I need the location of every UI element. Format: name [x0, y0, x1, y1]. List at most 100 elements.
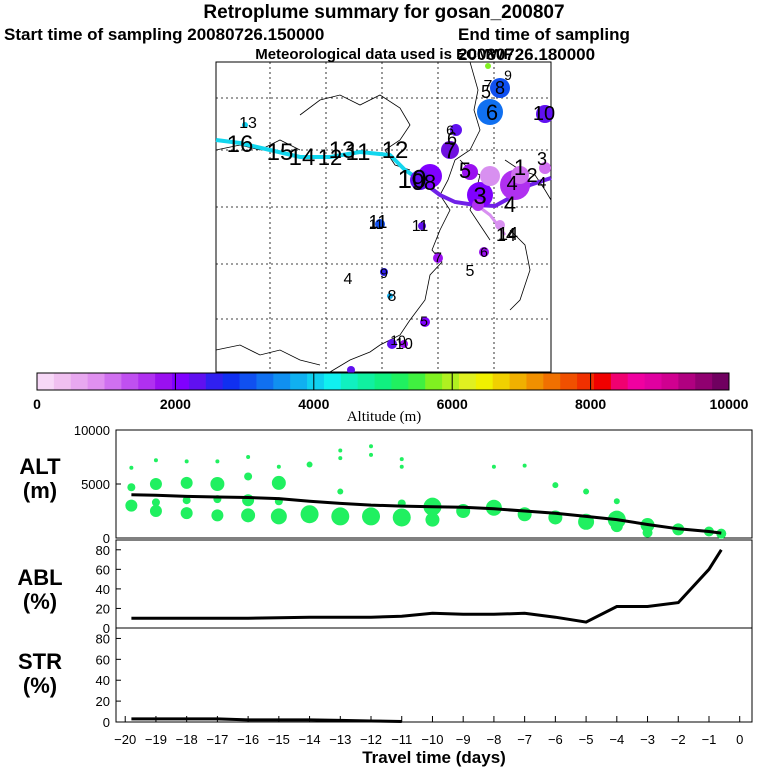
plume-centroid	[441, 141, 459, 159]
colorbar-segment	[307, 373, 325, 390]
day-label: 4	[344, 271, 353, 288]
day-label: 4	[504, 192, 516, 217]
day-label: 16	[227, 131, 254, 158]
colorbar-label: Altitude (m)	[346, 409, 422, 425]
altitude-point	[306, 461, 313, 468]
altitude-point	[180, 507, 193, 520]
x-axis-title: Travel time (days)	[362, 748, 506, 767]
day-label: 9	[411, 169, 424, 196]
abl-label: ABL	[17, 565, 63, 590]
y-tick-label: 60	[96, 652, 110, 667]
colorbar-segment	[104, 373, 122, 390]
day-label: 13	[239, 115, 257, 132]
plume-centroid	[480, 166, 500, 186]
y-tick-label: 40	[96, 673, 110, 688]
altitude-point	[129, 465, 134, 470]
day-label: 10	[398, 164, 427, 194]
plume-centroid	[511, 166, 529, 184]
plume-centroid	[387, 339, 397, 349]
coastline	[215, 344, 321, 366]
colorbar-segment	[526, 373, 544, 390]
y-tick-label: 80	[96, 543, 110, 558]
altitude-point	[642, 527, 653, 538]
colorbar-segment	[509, 373, 527, 390]
altitude-point	[125, 499, 138, 512]
colorbar-segment	[188, 373, 207, 390]
altitude-point	[184, 459, 189, 464]
x-tick-label: −3	[640, 732, 655, 747]
day-label: 2	[526, 165, 537, 187]
day-label: 10	[395, 336, 413, 353]
colorbar-segment	[391, 373, 409, 390]
plume-centroid	[472, 199, 484, 211]
str-line	[131, 717, 402, 723]
day-label: 5	[481, 82, 491, 102]
altitude-point	[583, 488, 590, 495]
x-tick-label: 0	[736, 732, 743, 747]
day-label: 9	[504, 67, 512, 83]
colorbar-segment	[543, 373, 561, 390]
day-label: 1	[514, 155, 526, 180]
day-label: 12	[318, 145, 342, 170]
altitude-point	[369, 452, 374, 457]
colorbar-segment	[610, 373, 629, 390]
altitude-point	[246, 455, 251, 459]
colorbar-segment	[121, 373, 139, 390]
x-tick-label: −13	[329, 732, 351, 747]
day-label: 8	[388, 288, 397, 305]
y-tick-label: 60	[96, 562, 110, 577]
plume-centroid	[347, 366, 355, 374]
day-label: 3	[473, 183, 486, 210]
colorbar-tick-label: 10000	[710, 396, 749, 412]
day-label: 9	[380, 265, 388, 281]
x-tick-label: −16	[237, 732, 259, 747]
day-label: 5	[420, 313, 428, 329]
colorbar-tick-label: 2000	[160, 396, 191, 412]
plume-centroid	[462, 164, 478, 180]
colorbar-segment	[627, 373, 646, 390]
x-tick-label: −19	[145, 732, 167, 747]
day-label: 4	[538, 175, 547, 192]
colorbar-segment	[678, 373, 696, 390]
colorbar-segment	[222, 373, 241, 390]
colorbar-tick-label: 0	[33, 396, 41, 412]
day-label: 4	[506, 173, 517, 195]
colorbar-segment	[644, 373, 662, 390]
y-tick-label: 10000	[74, 423, 110, 438]
colorbar-segment	[155, 373, 173, 390]
day-label: 5	[466, 263, 475, 280]
altitude-point	[552, 482, 559, 489]
altitude-colorbar: 0 2000 4000 6000 8000 10000	[33, 372, 749, 412]
day-label: 7	[484, 78, 493, 95]
altitude-point	[331, 507, 350, 526]
altitude-point	[613, 498, 620, 505]
altitude-point	[153, 458, 158, 463]
altitude-point	[300, 505, 319, 524]
colorbar-tick-label: 4000	[298, 396, 329, 412]
plume-centroid	[450, 124, 462, 136]
altitude-point	[127, 483, 136, 492]
altitude-point	[270, 508, 287, 525]
altitude-point	[362, 507, 381, 526]
colorbar-segment	[70, 373, 89, 390]
colorbar-segment	[323, 373, 342, 390]
alt-label: ALT	[19, 454, 61, 479]
colorbar-segment	[560, 373, 578, 390]
plume-centroid	[387, 293, 393, 299]
colorbar-segment	[712, 373, 730, 390]
x-tick-label: −6	[548, 732, 563, 747]
plume-centroid	[375, 219, 385, 229]
colorbar-segment	[357, 373, 376, 390]
colorbar-segment	[442, 373, 460, 390]
day-label: 6	[480, 244, 488, 260]
colorbar-segment	[172, 373, 190, 390]
colorbar-tick-label: 6000	[437, 396, 468, 412]
day-label: 3	[537, 149, 547, 169]
colorbar-segment	[408, 373, 426, 390]
day-label: 12	[382, 137, 409, 164]
day-label: 5	[459, 158, 471, 183]
day-label: 10	[533, 103, 555, 125]
chart-title: Retroplume summary for gosan_200807	[203, 2, 565, 23]
plume-centroid	[410, 170, 430, 190]
